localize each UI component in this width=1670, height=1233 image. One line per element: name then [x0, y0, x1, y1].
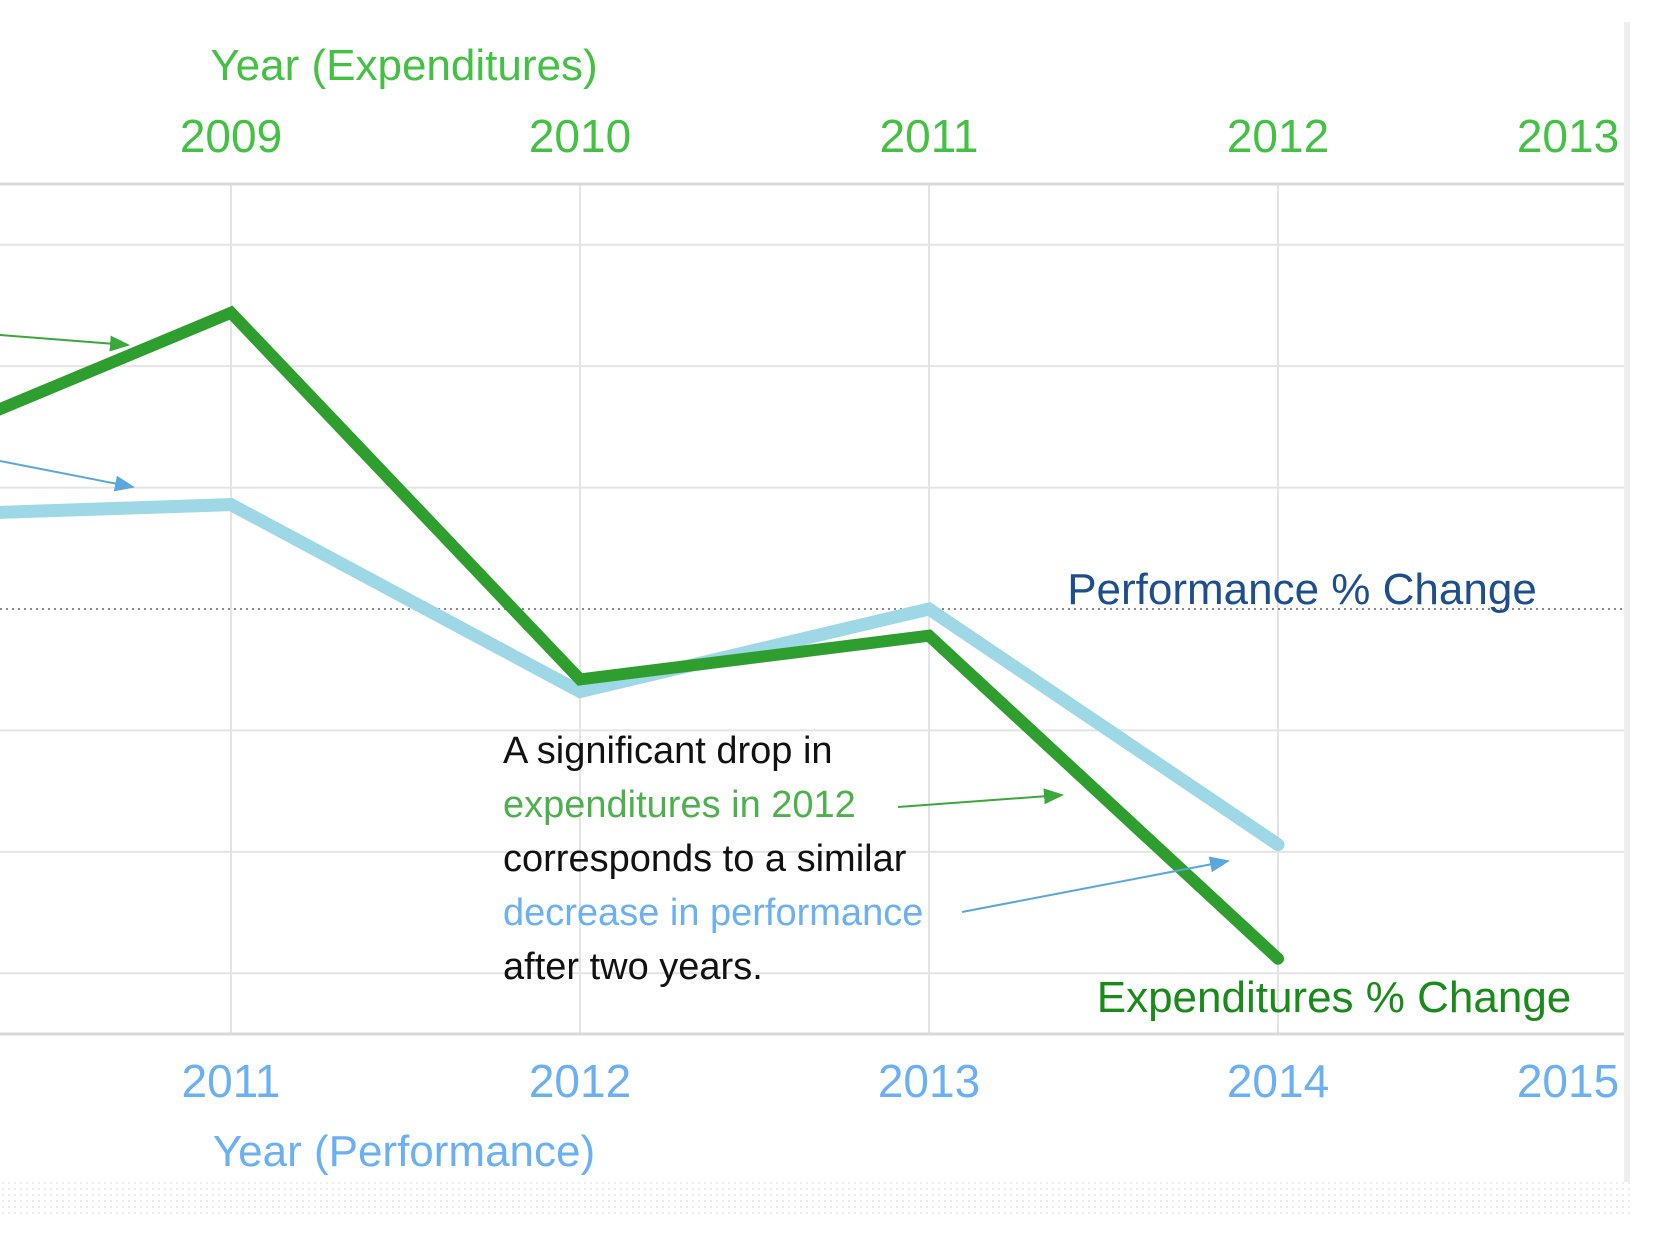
bottom-tick-label: 2014: [1227, 1055, 1329, 1107]
top-tick-label: 2009: [180, 110, 282, 162]
bottom-tick-label: 2015: [1517, 1055, 1619, 1107]
annotation-line: corresponds to a similar: [503, 838, 907, 880]
annotation-line: decrease in performance: [503, 892, 923, 934]
top-tick-label: 2010: [529, 110, 631, 162]
bottom-edge: [0, 1180, 1630, 1216]
axes: 2009 2010 2011 2012 2013 Year (Expenditures) 2…: [0, 41, 1624, 1176]
performance-series-label: Performance % Change: [1067, 565, 1537, 614]
annotation-line: after two years.: [503, 946, 763, 988]
expenditures-series-line: [0, 305, 1284, 965]
annotation-line: expenditures in 2012: [503, 784, 856, 826]
top-tick-label: 2013: [1517, 110, 1619, 162]
gridlines: [0, 184, 1624, 1034]
performance-series-line: [0, 498, 1285, 852]
top-axis-title: Year (Expenditures): [210, 41, 597, 90]
annotation-arrow-green: [897, 788, 1064, 808]
labels: Performance % Change Expenditures % Chang…: [1067, 565, 1571, 1022]
bottom-axis-title: Year (Performance): [213, 1127, 595, 1176]
right-edge: [1624, 22, 1630, 1182]
left-arrow-green: [0, 334, 130, 352]
expenditures-series-label: Expenditures % Change: [1097, 973, 1572, 1022]
annotation-line: A significant drop in: [503, 730, 833, 772]
top-tick-label: 2012: [1227, 110, 1329, 162]
bottom-tick-label: 2011: [182, 1055, 281, 1107]
bottom-tick-label: 2012: [529, 1055, 631, 1107]
bottom-tick-label: 2013: [878, 1055, 980, 1107]
top-tick-label: 2011: [880, 110, 979, 162]
series-lines: [0, 305, 1285, 965]
annotation-arrow-blue: [961, 856, 1230, 913]
annotation: A significant drop in expenditures in 201…: [0, 334, 1230, 988]
left-arrow-blue: [0, 460, 135, 492]
